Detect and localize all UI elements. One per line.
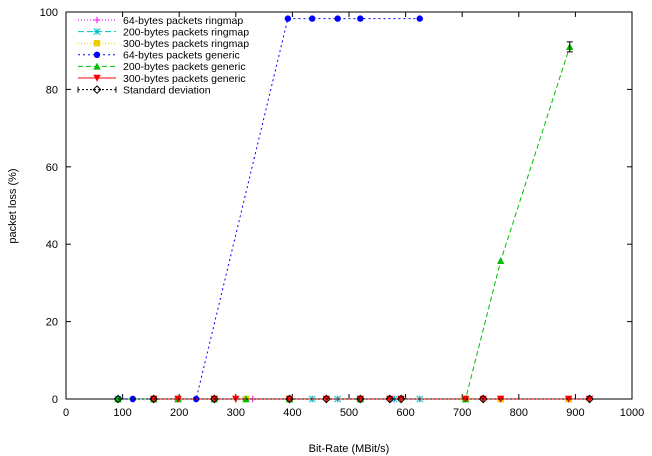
x-tick-label: 100: [113, 407, 131, 419]
legend-label: 300-bytes packets generic: [123, 73, 246, 85]
legend-item: 64-bytes packets generic: [78, 50, 240, 62]
data-point: [496, 395, 505, 403]
series-5: [114, 43, 574, 403]
x-tick-label: 1000: [620, 407, 644, 419]
x-tick-label: 0: [63, 407, 69, 419]
legend-label: 64-bytes packets ringmap: [123, 15, 243, 27]
data-point: [285, 394, 294, 404]
data-point: [416, 15, 423, 22]
data-point: [174, 395, 182, 403]
series-group: [113, 15, 594, 404]
series-7: [113, 394, 594, 404]
data-point: [585, 394, 594, 404]
x-tick-label: 400: [283, 407, 301, 419]
legend-label: 300-bytes packets ringmap: [123, 38, 249, 50]
legend-label: 200-bytes packets ringmap: [123, 26, 249, 38]
legend-marker: [93, 28, 101, 36]
error-bar: [566, 41, 573, 53]
x-tick-label: 200: [170, 407, 188, 419]
legend-marker: [93, 74, 101, 82]
series-line: [118, 46, 571, 400]
legend-item: 200-bytes packets ringmap: [78, 26, 249, 38]
y-tick-label: 80: [46, 84, 58, 96]
legend-marker: [93, 62, 101, 70]
y-tick-label: 20: [46, 317, 58, 329]
y-tick-label: 60: [46, 162, 58, 174]
x-axis-label: Bit-Rate (MBit/s): [309, 443, 390, 455]
legend-marker: [92, 85, 102, 95]
legend-marker: [93, 16, 101, 24]
legend-label: Standard deviation: [123, 84, 211, 96]
data-point: [309, 15, 316, 22]
legend-marker: [93, 51, 101, 58]
x-tick-label: 900: [566, 407, 584, 419]
data-point: [396, 394, 406, 404]
data-point: [496, 257, 505, 265]
legend-item: 300-bytes packets generic: [78, 73, 246, 85]
x-tick-label: 600: [396, 407, 414, 419]
y-tick-label: 100: [40, 7, 58, 19]
data-point: [284, 15, 292, 22]
legend-item: 200-bytes packets generic: [78, 61, 246, 73]
x-tick-label: 700: [453, 407, 471, 419]
data-point: [209, 394, 219, 404]
y-tick-label: 0: [52, 394, 58, 406]
data-point: [461, 395, 470, 403]
legend-label: 64-bytes packets generic: [123, 50, 240, 62]
x-tick-label: 300: [227, 407, 245, 419]
legend-item: 64-bytes packets ringmap: [78, 15, 243, 27]
data-point: [564, 395, 573, 403]
legend-item: 300-bytes packets ringmap: [78, 38, 249, 50]
data-point: [355, 394, 365, 404]
x-tick-label: 500: [340, 407, 358, 419]
data-point: [129, 395, 136, 403]
x-tick-label: 800: [510, 407, 528, 419]
legend-errorbar-caps: [77, 86, 117, 93]
data-point: [149, 394, 159, 404]
legend-item: Standard deviation: [77, 84, 211, 96]
y-tick-label: 40: [46, 239, 58, 251]
data-point: [113, 394, 123, 404]
data-point: [478, 394, 488, 404]
legend-label: 200-bytes packets generic: [123, 61, 246, 73]
data-point: [321, 394, 331, 404]
data-point: [334, 15, 341, 22]
error-bars: [566, 41, 573, 53]
legend-marker: [93, 40, 101, 47]
data-point: [385, 394, 395, 404]
y-axis-label: packet loss (%): [7, 168, 19, 243]
data-point: [357, 15, 364, 22]
